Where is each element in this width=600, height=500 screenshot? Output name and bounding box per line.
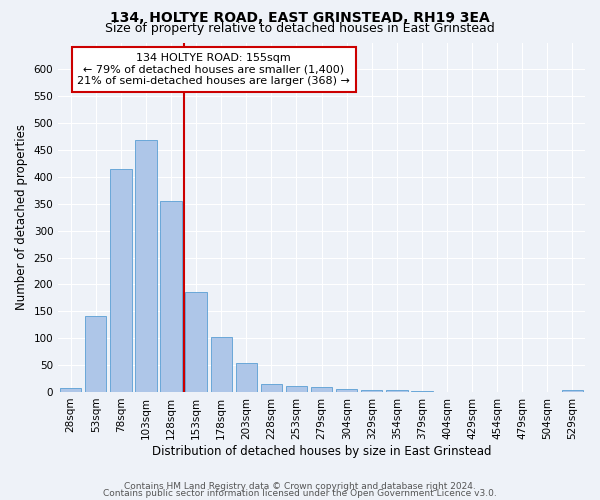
Bar — [60, 388, 82, 392]
Bar — [286, 386, 307, 392]
Bar — [411, 391, 433, 392]
Bar — [185, 292, 207, 392]
Bar — [136, 140, 157, 392]
Text: Contains public sector information licensed under the Open Government Licence v3: Contains public sector information licen… — [103, 489, 497, 498]
Bar — [85, 316, 106, 392]
Text: Contains HM Land Registry data © Crown copyright and database right 2024.: Contains HM Land Registry data © Crown c… — [124, 482, 476, 491]
Bar — [361, 390, 382, 392]
Bar — [236, 363, 257, 392]
Bar — [160, 201, 182, 392]
Text: Size of property relative to detached houses in East Grinstead: Size of property relative to detached ho… — [105, 22, 495, 35]
Text: 134 HOLTYE ROAD: 155sqm
← 79% of detached houses are smaller (1,400)
21% of semi: 134 HOLTYE ROAD: 155sqm ← 79% of detache… — [77, 53, 350, 86]
Bar — [386, 390, 407, 392]
Bar — [211, 337, 232, 392]
Y-axis label: Number of detached properties: Number of detached properties — [15, 124, 28, 310]
Bar — [562, 390, 583, 392]
Bar — [311, 387, 332, 392]
X-axis label: Distribution of detached houses by size in East Grinstead: Distribution of detached houses by size … — [152, 444, 491, 458]
Bar — [336, 390, 358, 392]
Bar — [261, 384, 282, 392]
Bar — [110, 169, 131, 392]
Text: 134, HOLTYE ROAD, EAST GRINSTEAD, RH19 3EA: 134, HOLTYE ROAD, EAST GRINSTEAD, RH19 3… — [110, 11, 490, 25]
